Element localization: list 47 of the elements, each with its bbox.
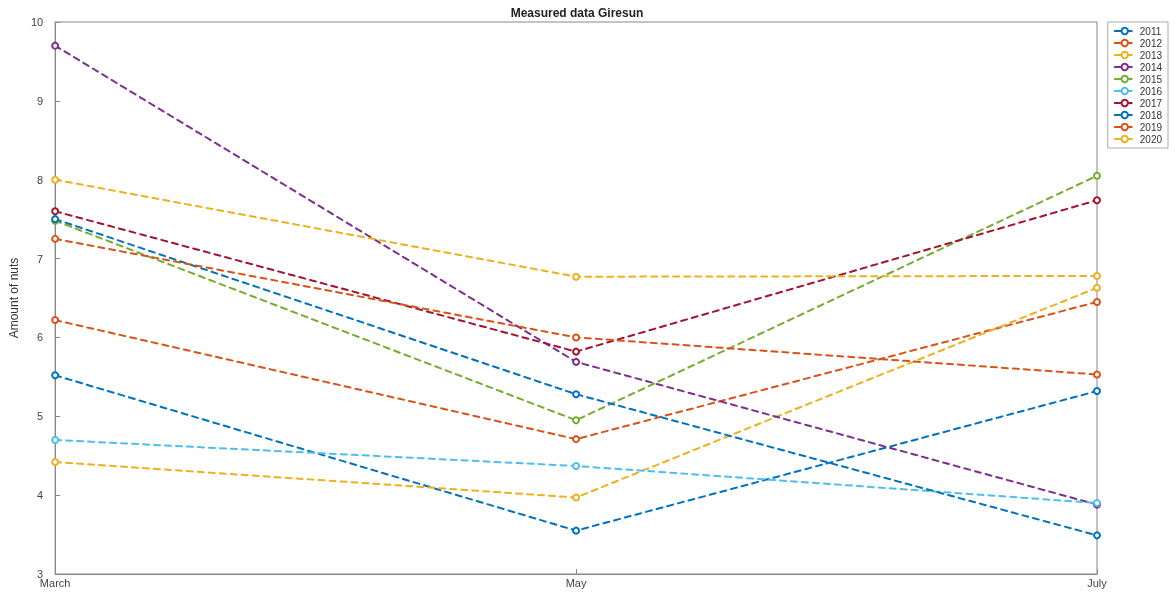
point <box>51 234 60 243</box>
point <box>51 371 60 380</box>
point <box>572 435 581 444</box>
point <box>572 357 581 366</box>
legend-label: 2011 <box>1139 25 1162 37</box>
point <box>51 458 60 467</box>
point <box>1093 370 1101 379</box>
point <box>51 435 60 444</box>
point <box>51 41 60 50</box>
point <box>1093 271 1101 280</box>
point <box>51 207 60 216</box>
legend-label: 2020 <box>1139 133 1163 145</box>
legend-label: 2012 <box>1139 37 1163 49</box>
y-tick-label: 4 <box>37 489 44 502</box>
legend-label: 2015 <box>1139 73 1163 85</box>
point <box>51 316 60 325</box>
point <box>51 175 60 184</box>
point <box>572 333 581 342</box>
y-tick-label: 8 <box>37 173 44 186</box>
y-tick-label: 10 <box>30 16 44 28</box>
legend-label: 2014 <box>1139 61 1163 73</box>
y-axis-title: Amount of nuts <box>7 257 21 339</box>
x-tick-label: July <box>1087 576 1108 589</box>
legend-label: 2018 <box>1139 109 1163 121</box>
legend-label: 2013 <box>1139 49 1163 61</box>
legend-label: 2017 <box>1139 97 1163 109</box>
point <box>572 272 581 281</box>
point <box>1093 283 1101 292</box>
point <box>572 416 581 425</box>
point <box>572 493 581 502</box>
chart-title: Measured data Giresun <box>510 6 644 20</box>
y-tick-label: 7 <box>37 252 44 265</box>
point <box>572 347 581 356</box>
y-tick-label: 6 <box>37 331 44 344</box>
point <box>1093 531 1101 540</box>
point <box>1093 171 1101 180</box>
point <box>572 390 581 399</box>
legend-label: 2019 <box>1139 121 1163 133</box>
point <box>572 526 581 535</box>
x-tick-label: May <box>565 576 587 589</box>
point <box>1093 387 1101 396</box>
point <box>572 461 581 470</box>
point <box>1093 196 1101 205</box>
y-tick-label: 9 <box>37 94 44 107</box>
y-tick-label: 5 <box>37 410 44 423</box>
point <box>1093 297 1101 306</box>
legend-label: 2016 <box>1139 85 1163 97</box>
